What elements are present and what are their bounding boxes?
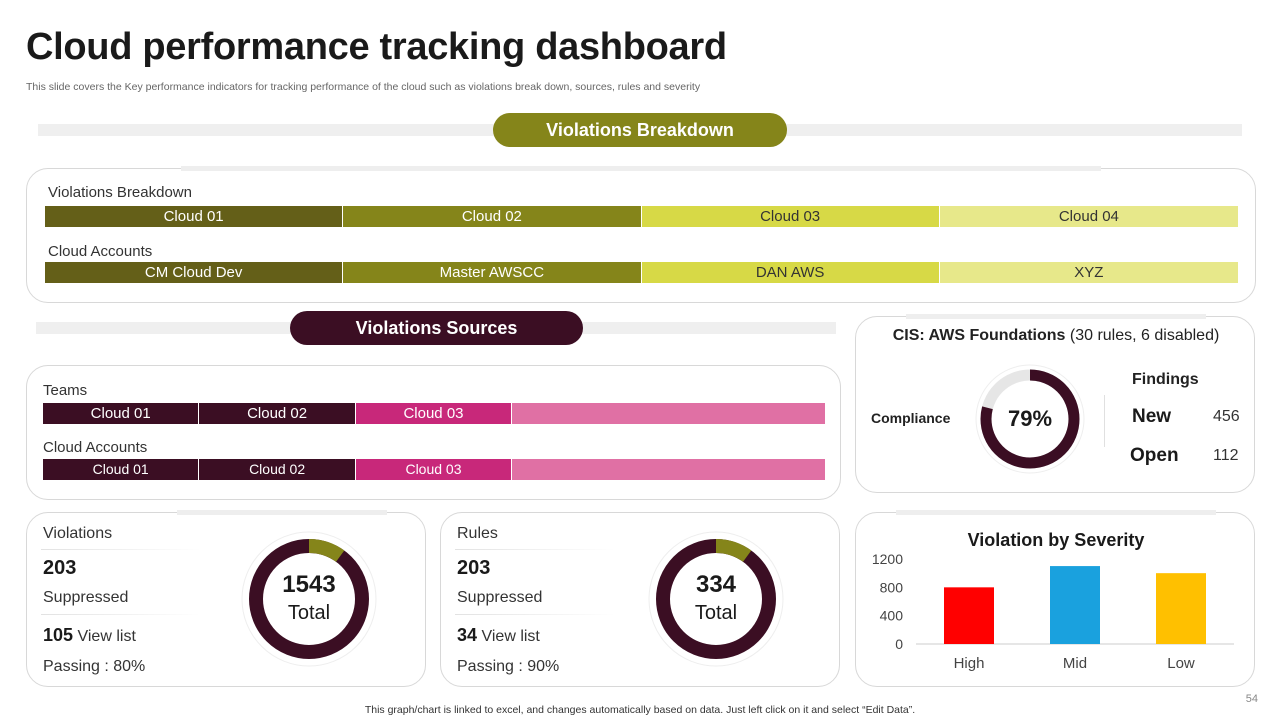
violations-passing: Passing : 80%	[43, 658, 146, 675]
rules-total-value: 334	[695, 571, 737, 598]
footer-note: This graph/chart is linked to excel, and…	[364, 704, 916, 716]
card-topline	[177, 510, 387, 515]
rules-view-value: 34	[457, 625, 478, 645]
chart-title: Violation by Severity	[968, 530, 1145, 550]
rules-card: Rules 203 Suppressed 34 View list Passin…	[440, 512, 840, 687]
breakdown-row2-bar: CM Cloud Dev Master AWSCC DAN AWS XYZ	[45, 262, 1238, 283]
violations-donut	[241, 531, 377, 667]
breakdown-row2-seg1[interactable]: CM Cloud Dev	[45, 262, 344, 283]
compliance-value: 79%	[1007, 406, 1053, 431]
card-topline	[181, 166, 1101, 171]
findings-label: Findings	[1132, 371, 1199, 388]
x-tick-label: Mid	[1063, 655, 1087, 672]
breakdown-row1-seg4[interactable]: Cloud 04	[939, 206, 1238, 227]
cis-title-rest: (30 rules, 6 disabled)	[1065, 327, 1220, 344]
rules-title: Rules	[457, 525, 498, 542]
sources-row1-seg4[interactable]	[512, 403, 825, 424]
card-topline	[906, 314, 1206, 319]
sources-row2-label: Cloud Accounts	[43, 439, 148, 456]
violations-total-value: 1543	[282, 571, 336, 598]
violations-view-value: 105	[43, 625, 74, 645]
compliance-gauge-halo	[975, 364, 1085, 474]
violations-card: Violations 203 Suppressed 105 View list …	[26, 510, 426, 687]
severity-card: Violation by Severity 0 400 800 1200 High Mid…	[855, 510, 1255, 687]
page-subtitle: This slide covers the Key performance in…	[26, 81, 701, 93]
rules-donut-arc	[656, 539, 776, 659]
y-tick-label: 0	[895, 636, 903, 652]
breakdown-row2-seg2[interactable]: Master AWSCC	[343, 262, 642, 283]
sources-card: Teams Cloud 01 Cloud 02 Cloud 03 Cloud A…	[26, 365, 841, 500]
severity-chart: Violation by Severity 0 400 800 1200 High Mid…	[872, 530, 1234, 672]
bar-mid	[1050, 566, 1100, 644]
rules-total-label: Total	[694, 602, 738, 624]
findings-open-value: 112	[1213, 447, 1239, 464]
breakdown-row2-seg4[interactable]: XYZ	[939, 262, 1238, 283]
bar-high	[944, 587, 994, 644]
violations-title: Violations	[43, 525, 113, 542]
sources-row2-seg1[interactable]: Cloud 01	[43, 459, 200, 480]
breakdown-section-pill: Violations Breakdown	[493, 113, 787, 147]
cis-title-bold: CIS: AWS Foundations	[892, 327, 1066, 344]
sources-row2-seg4[interactable]	[512, 459, 825, 480]
page-number: 54	[1245, 693, 1258, 705]
rules-passing: Passing : 90%	[457, 658, 560, 675]
metric-divider	[41, 614, 201, 615]
bar-low	[1156, 573, 1206, 644]
violations-view-label: View list	[73, 628, 136, 645]
sources-row1-bar: Cloud 01 Cloud 02 Cloud 03	[43, 403, 825, 424]
violations-view-list[interactable]: 105 View list	[43, 625, 136, 646]
cis-title: CIS: AWS Foundations (30 rules, 6 disabl…	[856, 327, 1256, 345]
violations-donut-arc	[249, 539, 369, 659]
violations-suppressed-label: Suppressed	[43, 589, 129, 606]
rules-suppressed-value: 203	[457, 557, 491, 579]
compliance-label: Compliance	[871, 410, 951, 426]
sources-row2-bar: Cloud 01 Cloud 02 Cloud 03	[43, 459, 825, 480]
violations-suppressed-value: 203	[43, 557, 77, 579]
compliance-gauge-arc	[980, 369, 1080, 469]
sources-row1-label: Teams	[43, 382, 88, 399]
sources-row1-seg1[interactable]: Cloud 01	[43, 403, 200, 424]
sources-row2-seg3[interactable]: Cloud 03	[355, 459, 513, 480]
findings-open-label: Open	[1130, 445, 1179, 466]
y-tick-label: 400	[880, 608, 904, 624]
page-title: Cloud performance tracking dashboard	[26, 26, 727, 68]
compliance-gauge	[975, 364, 1085, 474]
rules-donut	[648, 531, 784, 667]
x-tick-label: Low	[1167, 655, 1195, 672]
rules-suppressed-label: Suppressed	[457, 589, 543, 606]
sources-row2-seg2[interactable]: Cloud 02	[199, 459, 356, 480]
y-tick-label: 1200	[872, 551, 903, 567]
breakdown-row1-label: Violations Breakdown	[48, 184, 192, 201]
breakdown-row1-seg1[interactable]: Cloud 01	[45, 206, 344, 227]
y-tick-label: 800	[880, 579, 904, 595]
cis-card: CIS: AWS Foundations (30 rules, 6 disabl…	[855, 314, 1256, 493]
findings-divider	[1104, 395, 1105, 447]
x-tick-label: High	[954, 655, 985, 672]
violations-total-label: Total	[287, 602, 331, 624]
card-topline	[896, 510, 1216, 515]
sources-row1-seg3[interactable]: Cloud 03	[355, 403, 513, 424]
metric-divider	[41, 549, 201, 550]
sources-section-pill: Violations Sources	[290, 311, 583, 345]
rules-view-list[interactable]: 34 View list	[457, 625, 540, 646]
findings-new-value: 456	[1213, 408, 1240, 425]
metric-divider	[455, 614, 615, 615]
metric-divider	[455, 549, 615, 550]
breakdown-row1-bar: Cloud 01 Cloud 02 Cloud 03 Cloud 04	[45, 206, 1238, 227]
breakdown-row1-seg3[interactable]: Cloud 03	[641, 206, 940, 227]
rules-view-label: View list	[477, 628, 540, 645]
breakdown-row2-label: Cloud Accounts	[48, 243, 153, 260]
breakdown-row2-seg3[interactable]: DAN AWS	[641, 262, 940, 283]
breakdown-card: Violations Breakdown Cloud 01 Cloud 02 C…	[26, 166, 1256, 303]
findings-new-label: New	[1132, 406, 1172, 427]
sources-row1-seg2[interactable]: Cloud 02	[199, 403, 356, 424]
breakdown-row1-seg2[interactable]: Cloud 02	[343, 206, 642, 227]
